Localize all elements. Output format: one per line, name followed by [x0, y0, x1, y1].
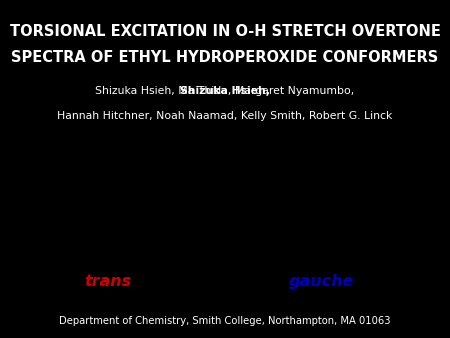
Text: CH$_2$: CH$_2$ [338, 132, 359, 146]
Text: H: H [133, 239, 142, 252]
Text: Shizuka Hsieh, Ma Thida, Margaret Nyamumbo,: Shizuka Hsieh, Ma Thida, Margaret Nyamum… [95, 86, 355, 96]
Text: gauche: gauche [289, 274, 355, 289]
Text: H: H [338, 240, 346, 254]
Text: trans: trans [85, 274, 131, 289]
Text: SPECTRA OF ETHYL HYDROPEROXIDE CONFORMERS: SPECTRA OF ETHYL HYDROPEROXIDE CONFORMER… [11, 50, 439, 65]
Text: H$_3$C: H$_3$C [230, 132, 252, 146]
Text: O: O [85, 211, 94, 224]
Text: O: O [288, 208, 297, 221]
Text: CH$_2$: CH$_2$ [140, 146, 161, 160]
Text: TORSIONAL EXCITATION IN O-H STRETCH OVERTONE: TORSIONAL EXCITATION IN O-H STRETCH OVER… [9, 24, 441, 39]
Text: Department of Chemistry, Smith College, Northampton, MA 01063: Department of Chemistry, Smith College, … [59, 316, 391, 326]
Text: Shizuka Hsieh,: Shizuka Hsieh, [180, 86, 270, 96]
Text: Hannah Hitchner, Noah Naamad, Kelly Smith, Robert G. Linck: Hannah Hitchner, Noah Naamad, Kelly Smit… [57, 111, 393, 121]
Text: O: O [166, 211, 176, 224]
Polygon shape [137, 210, 162, 230]
Text: H$_3$C: H$_3$C [32, 146, 54, 160]
Polygon shape [306, 217, 340, 232]
Text: O: O [342, 182, 351, 194]
